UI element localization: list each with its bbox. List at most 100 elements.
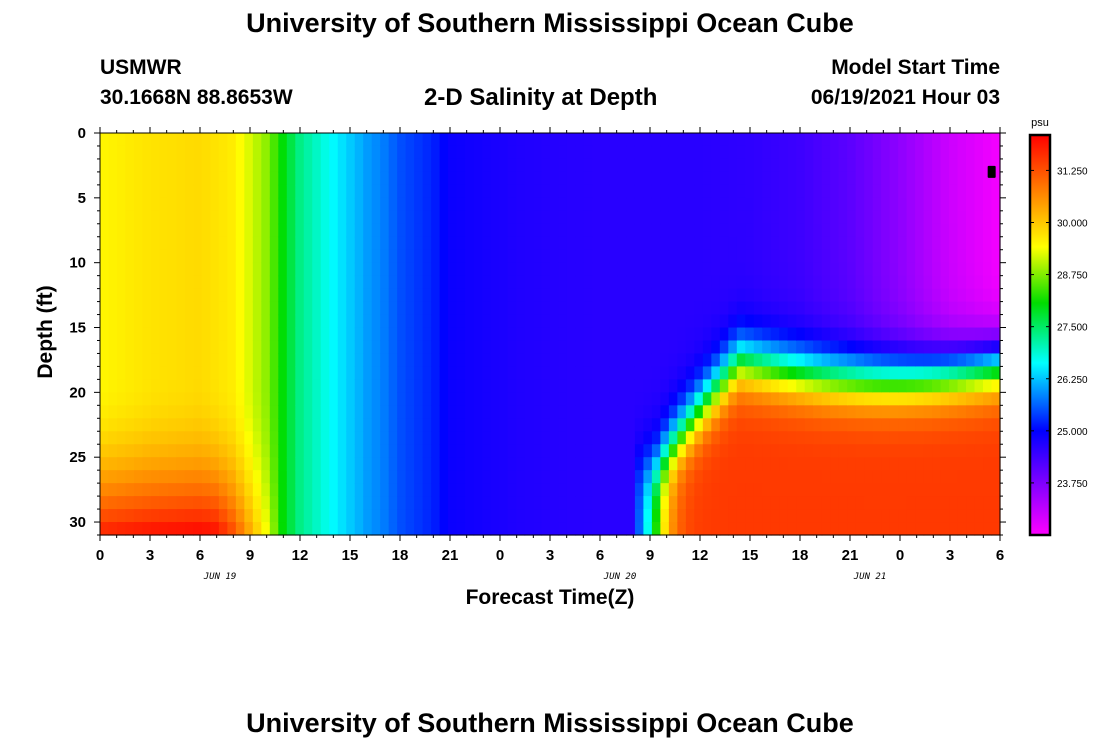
heatmap-cell	[422, 379, 432, 393]
heatmap-cell	[388, 158, 398, 173]
heatmap-cell	[821, 366, 831, 380]
heatmap-cell	[524, 236, 534, 251]
heatmap-cell	[940, 444, 950, 458]
heatmap-cell	[524, 249, 534, 264]
heatmap-cell	[889, 379, 899, 393]
heatmap-cell	[210, 353, 220, 368]
heatmap-cell	[600, 210, 611, 225]
heatmap-cell	[855, 133, 865, 147]
heatmap-cell	[439, 197, 449, 212]
heatmap-cell	[218, 418, 228, 432]
heatmap-cell	[864, 288, 874, 303]
heatmap-cell	[855, 327, 865, 342]
heatmap-cell	[533, 158, 543, 173]
heatmap-cell	[694, 184, 704, 199]
heatmap-cell	[898, 496, 908, 510]
heatmap-cell	[813, 327, 823, 342]
heatmap-cell	[100, 210, 110, 225]
heatmap-cell	[201, 223, 211, 238]
heatmap-cell	[660, 288, 670, 303]
heatmap-cell	[966, 340, 976, 355]
heatmap-cell	[753, 236, 763, 251]
heatmap-cell	[617, 223, 628, 238]
heatmap-cell	[218, 236, 228, 251]
heatmap-cell	[736, 275, 746, 290]
heatmap-cell	[787, 431, 797, 445]
heatmap-cell	[431, 314, 441, 329]
heatmap-cell	[269, 353, 279, 368]
heatmap-cell	[677, 379, 687, 393]
heatmap-cell	[278, 483, 288, 497]
heatmap-cell	[431, 145, 441, 160]
heatmap-cell	[448, 522, 458, 536]
heatmap-cell	[312, 158, 322, 173]
heatmap-cell	[116, 197, 127, 212]
heatmap-cell	[677, 444, 687, 458]
heatmap-cell	[499, 262, 509, 277]
heatmap-cell	[847, 366, 857, 380]
heatmap-cell	[779, 236, 789, 251]
heatmap-cell	[770, 301, 780, 316]
heatmap-cell	[159, 340, 169, 355]
heatmap-cell	[651, 483, 661, 497]
heatmap-cell	[711, 457, 721, 471]
heatmap-cell	[176, 133, 186, 147]
heatmap-cell	[397, 145, 407, 160]
heatmap-cell	[380, 314, 390, 329]
heatmap-cell	[380, 184, 390, 199]
heatmap-cell	[227, 457, 237, 471]
x-tick-label: 3	[946, 547, 954, 564]
heatmap-cell	[371, 158, 381, 173]
heatmap-cell	[855, 184, 865, 199]
heatmap-cell	[719, 327, 729, 342]
heatmap-cell	[609, 249, 619, 264]
heatmap-cell	[779, 288, 789, 303]
heatmap-cell	[448, 249, 458, 264]
heatmap-cell	[167, 223, 178, 238]
heatmap-cell	[320, 509, 330, 523]
heatmap-cell	[872, 133, 882, 147]
heatmap-cell	[473, 275, 483, 290]
heatmap-cell	[337, 262, 347, 277]
heatmap-cell	[974, 197, 984, 212]
heatmap-cell	[346, 171, 356, 186]
heatmap-cell	[354, 133, 364, 147]
heatmap-cell	[881, 353, 891, 368]
heatmap-cell	[116, 158, 127, 173]
heatmap-cell	[762, 366, 772, 380]
heatmap-cell	[617, 366, 628, 380]
heatmap-cell	[558, 249, 568, 264]
heatmap-cell	[380, 249, 390, 264]
heatmap-cell	[915, 133, 925, 147]
heatmap-cell	[465, 210, 475, 225]
heatmap-cell	[473, 171, 483, 186]
heatmap-cell	[957, 197, 967, 212]
heatmap-cell	[184, 379, 194, 393]
heatmap-cell	[380, 133, 390, 147]
heatmap-cell	[150, 405, 161, 419]
heatmap-cell	[957, 457, 967, 471]
heatmap-cell	[991, 275, 1001, 290]
heatmap-cell	[558, 314, 568, 329]
heatmap-cell	[295, 301, 305, 316]
heatmap-cell	[465, 470, 475, 484]
heatmap-cell	[108, 210, 118, 225]
heatmap-cell	[694, 483, 704, 497]
heatmap-cell	[838, 509, 848, 523]
heatmap-cell	[915, 405, 925, 419]
heatmap-cell	[719, 301, 729, 316]
heatmap-cell	[329, 392, 339, 406]
heatmap-cell	[949, 223, 959, 238]
heatmap-cell	[804, 236, 814, 251]
heatmap-cell	[184, 184, 194, 199]
heatmap-cell	[193, 379, 203, 393]
heatmap-cell	[550, 314, 560, 329]
heatmap-cell	[354, 197, 364, 212]
heatmap-cell	[312, 262, 322, 277]
heatmap-cell	[651, 379, 661, 393]
heatmap-cell	[244, 444, 254, 458]
heatmap-cell	[940, 145, 950, 160]
heatmap-cell	[125, 288, 135, 303]
heatmap-cell	[685, 158, 695, 173]
heatmap-cell	[855, 483, 865, 497]
